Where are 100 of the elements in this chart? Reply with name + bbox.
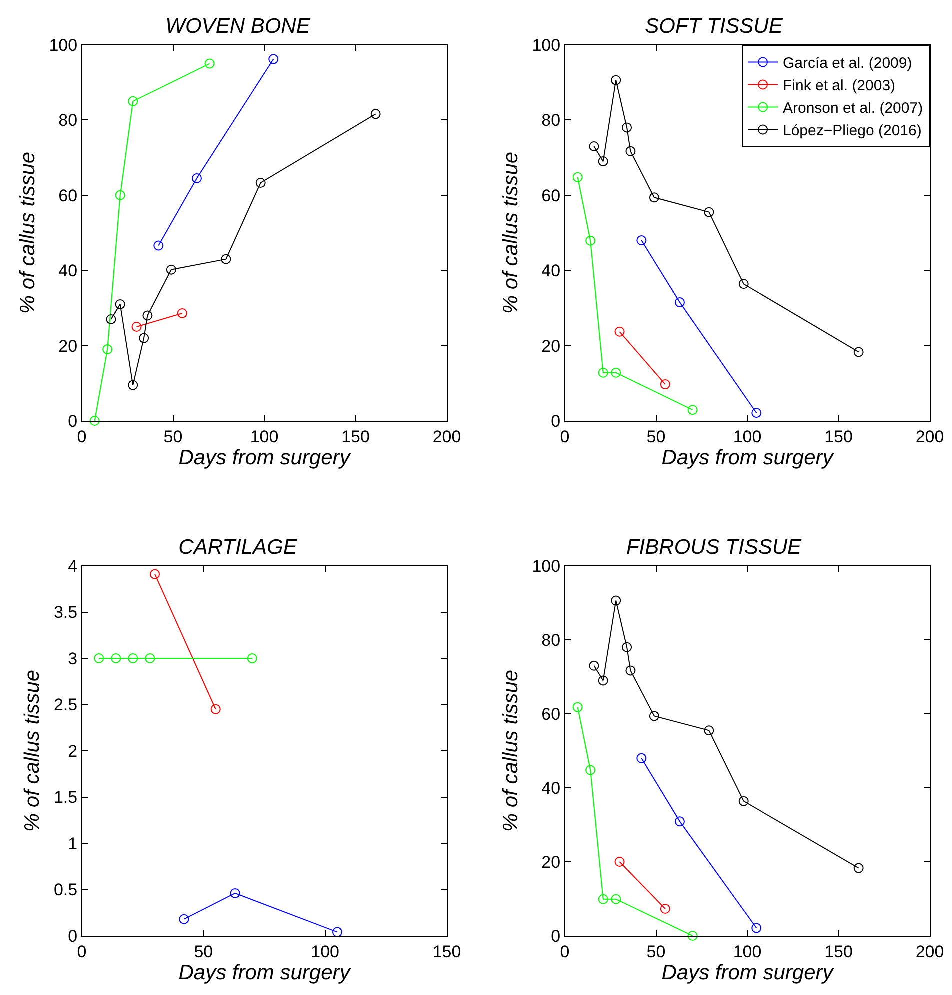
- point: [90, 416, 100, 426]
- y-tick-label: 0: [68, 926, 78, 946]
- point: [752, 408, 762, 418]
- y-tick-label: 3: [68, 649, 78, 668]
- point: [268, 54, 279, 64]
- x-tick-label: 50: [194, 942, 214, 962]
- point: [854, 347, 864, 358]
- point: [752, 923, 762, 934]
- point: [572, 702, 583, 712]
- point: [572, 172, 583, 182]
- point: [128, 380, 138, 390]
- y-tick-label: 60: [58, 186, 78, 206]
- point: [94, 654, 104, 664]
- x-tick-label: 100: [733, 942, 762, 962]
- point: [598, 368, 608, 378]
- chart-title: FIBROUS TISSUE: [626, 536, 802, 559]
- point: [622, 122, 632, 133]
- y-tick-label: 100: [532, 556, 561, 576]
- point: [154, 240, 164, 251]
- x-tick-label: 150: [432, 942, 462, 962]
- x-tick-label: 100: [311, 942, 340, 962]
- point: [145, 654, 156, 664]
- x-axis-title: Days from surgery: [178, 446, 352, 470]
- y-tick-label: 20: [58, 336, 78, 356]
- x-axis-title: Days from surgery: [178, 962, 352, 985]
- y-tick-label: 60: [542, 704, 561, 724]
- legend-label: García et al. (2009): [783, 55, 912, 72]
- point: [598, 676, 608, 686]
- legend-label: Fink et al. (2003): [783, 78, 896, 95]
- y-tick-label: 40: [542, 778, 561, 798]
- point: [150, 569, 160, 580]
- point: [738, 796, 749, 806]
- point: [179, 914, 190, 924]
- y-axis-title: % of callus tissue: [21, 670, 44, 832]
- point: [854, 863, 864, 874]
- point: [589, 660, 600, 671]
- y-tick-label: 100: [49, 36, 78, 55]
- point: [230, 888, 240, 898]
- point: [622, 642, 632, 652]
- point: [256, 178, 266, 188]
- point: [192, 173, 202, 184]
- point: [102, 344, 113, 355]
- y-tick-label: 2.5: [54, 696, 78, 715]
- x-tick-label: 50: [646, 942, 666, 962]
- point: [636, 236, 647, 246]
- point: [636, 753, 647, 764]
- x-tick-label: 50: [646, 427, 666, 446]
- y-tick-label: 4: [68, 556, 78, 576]
- y-tick-label: 40: [58, 262, 78, 281]
- point: [210, 704, 221, 714]
- y-tick-label: 80: [542, 630, 561, 650]
- x-tick-label: 200: [432, 427, 462, 446]
- point: [614, 326, 625, 337]
- x-tick-label: 100: [733, 427, 762, 446]
- point: [688, 405, 698, 416]
- x-tick-label: 150: [342, 427, 370, 446]
- point: [132, 322, 142, 332]
- point: [674, 816, 685, 827]
- point: [738, 279, 749, 290]
- chart-title: WOVEN BONE: [166, 15, 312, 38]
- x-tick-label: 200: [916, 942, 944, 962]
- point: [614, 857, 625, 867]
- point: [611, 596, 622, 606]
- y-tick-label: 40: [542, 262, 561, 281]
- y-tick-label: 1: [68, 834, 78, 854]
- point: [139, 333, 150, 344]
- point: [247, 654, 258, 664]
- point: [611, 894, 622, 904]
- point: [115, 299, 126, 310]
- y-tick-label: 20: [542, 852, 561, 872]
- y-axis-title: % of callus tissue: [16, 152, 40, 314]
- x-tick-label: 200: [916, 427, 944, 446]
- point: [649, 711, 660, 722]
- y-tick-label: 80: [542, 111, 561, 130]
- y-tick-label: 2: [68, 742, 78, 761]
- point: [166, 264, 176, 275]
- y-tick-label: 0: [68, 412, 78, 431]
- point: [649, 192, 660, 203]
- y-tick-label: 0: [551, 926, 561, 946]
- y-tick-label: 60: [542, 186, 561, 206]
- point: [177, 308, 188, 318]
- legend-label: López−Pliego (2016): [783, 122, 922, 140]
- point: [204, 58, 215, 69]
- point: [660, 380, 670, 390]
- point: [142, 310, 153, 321]
- y-tick-label: 80: [58, 111, 78, 130]
- point: [598, 894, 608, 904]
- point: [674, 298, 685, 308]
- point: [370, 109, 381, 120]
- x-tick-label: 100: [250, 427, 279, 446]
- point: [115, 190, 126, 200]
- point: [598, 156, 608, 167]
- y-tick-label: 3.5: [54, 603, 78, 622]
- point: [586, 765, 596, 776]
- point: [586, 236, 596, 246]
- point: [704, 726, 714, 736]
- point: [106, 314, 116, 324]
- point: [221, 254, 232, 264]
- point: [688, 931, 698, 941]
- point: [611, 75, 622, 86]
